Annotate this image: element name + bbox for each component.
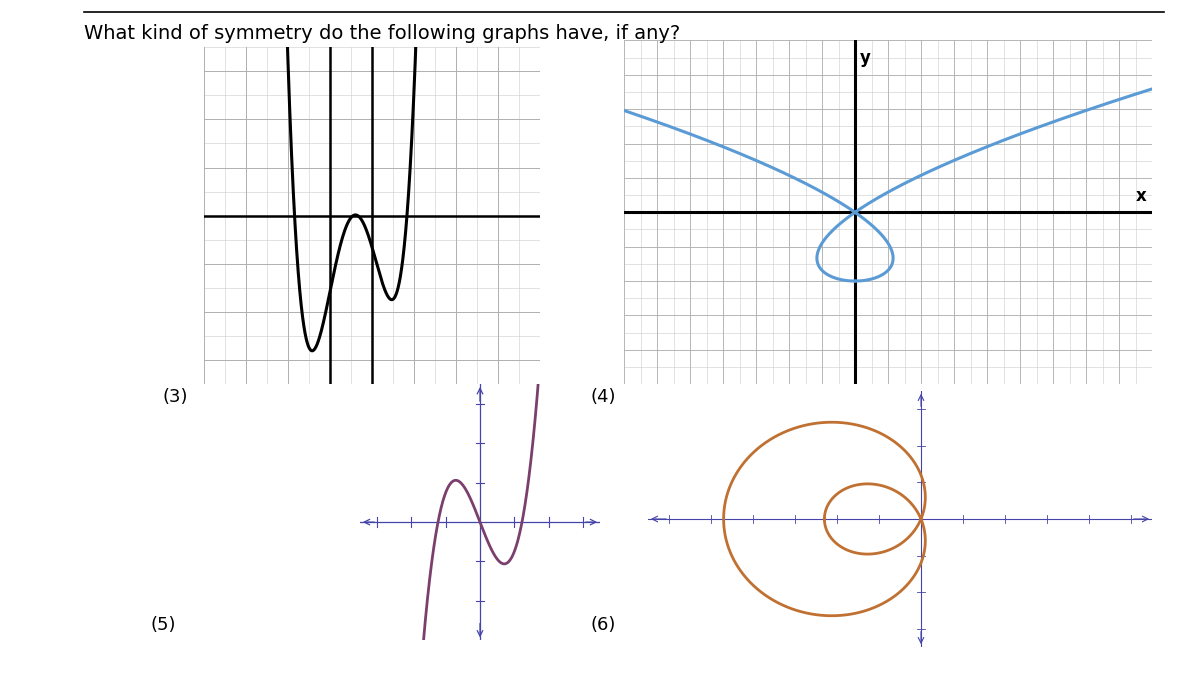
Text: (5): (5) (150, 615, 175, 634)
Text: y: y (860, 49, 871, 67)
Text: What kind of symmetry do the following graphs have, if any?: What kind of symmetry do the following g… (84, 24, 680, 42)
Text: x: x (1135, 187, 1146, 206)
Text: (4): (4) (590, 388, 616, 406)
Text: (6): (6) (590, 615, 616, 634)
Text: (3): (3) (162, 388, 187, 406)
